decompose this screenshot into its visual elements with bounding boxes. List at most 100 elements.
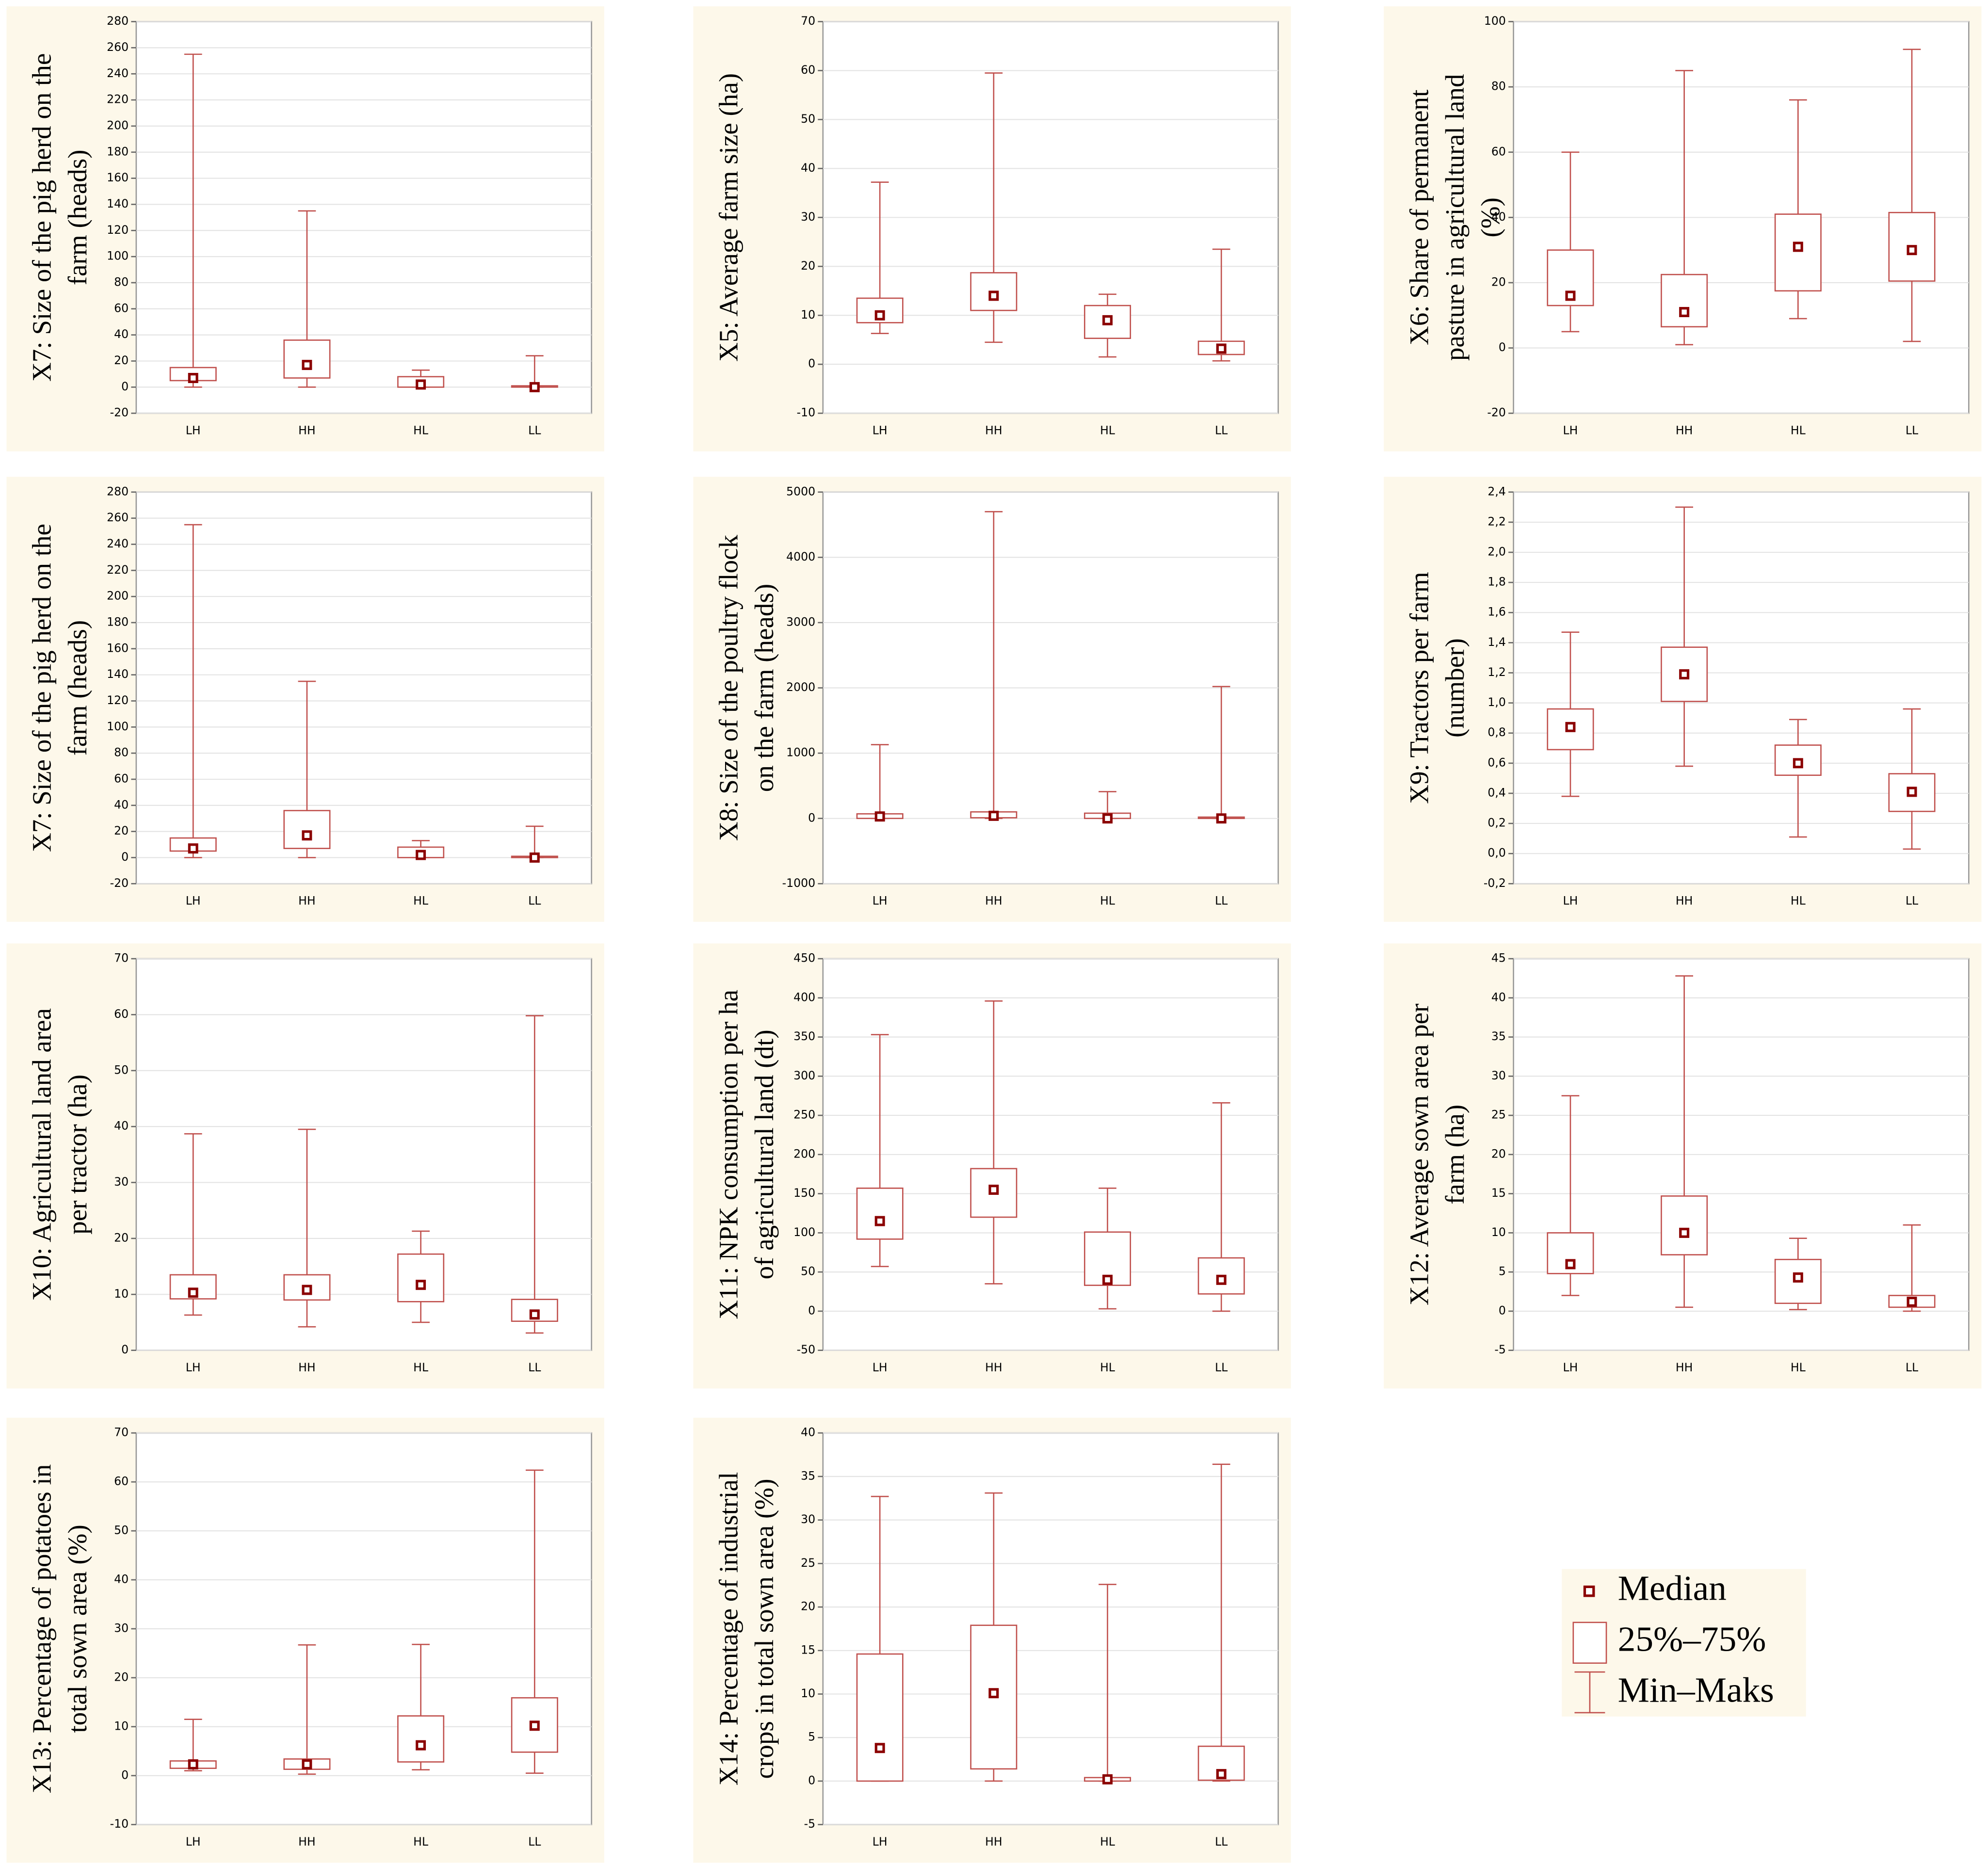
y-tick-label: 10 [801, 1687, 815, 1700]
y-tick-label: 0 [808, 357, 815, 370]
y-tick-label: -0,2 [1484, 876, 1506, 890]
x-tick-label: HH [1676, 894, 1693, 908]
y-tick-label: 15 [1491, 1186, 1506, 1200]
y-tick-label: 25 [1491, 1108, 1506, 1122]
plot-area [135, 491, 592, 884]
y-tick-label: 140 [107, 667, 129, 681]
y-tick-label: 180 [107, 615, 129, 628]
x-tick-label: HL [413, 894, 429, 908]
x-tick-label: LH [873, 1835, 888, 1848]
y-tick-label: 80 [1491, 80, 1506, 93]
median [874, 811, 885, 822]
box [1661, 1195, 1708, 1255]
y-tick-label: 80 [114, 746, 129, 759]
y-tick-label: 30 [114, 1621, 129, 1635]
x-tick-label: HL [1791, 423, 1806, 437]
x-tick-label: HL [1100, 1361, 1115, 1374]
y-tick-label: 15 [801, 1643, 815, 1656]
x-tick-label: LL [1215, 1361, 1228, 1374]
y-tick-label: 100 [793, 1225, 815, 1239]
y-tick-label: 1,6 [1487, 605, 1506, 619]
median [416, 379, 426, 390]
y-tick-label: 220 [107, 93, 129, 106]
median [874, 1216, 885, 1226]
median [1793, 1272, 1803, 1283]
y-tick-label: 20 [114, 1231, 129, 1244]
x-tick-label: LL [528, 1835, 541, 1848]
median [1793, 758, 1803, 769]
y-tick-label: 10 [1491, 1225, 1506, 1239]
box [397, 1715, 445, 1763]
y-tick-label: 80 [114, 275, 129, 289]
y-tick-label: 120 [107, 693, 129, 707]
median [416, 1280, 426, 1290]
y-tick-label: 20 [1491, 1147, 1506, 1160]
y-tick-label: 0 [808, 811, 815, 824]
y-tick-label: -20 [110, 876, 129, 890]
y-tick-label: 250 [793, 1108, 815, 1122]
y-tick-label: 200 [107, 589, 129, 603]
y-axis-label: X7: Size of the pig herd on the [27, 524, 57, 852]
y-tick-label: 50 [114, 1524, 129, 1537]
x-tick-label: HL [1100, 1835, 1115, 1848]
x-tick-label: LL [528, 423, 541, 437]
y-tick-label: 10 [114, 1719, 129, 1733]
y-axis-label: pasture in agricultural land [1440, 74, 1470, 361]
y-tick-label: 60 [114, 1475, 129, 1488]
y-axis-label: X12: Average sown area per [1404, 1004, 1434, 1306]
x-tick-label: HH [985, 894, 1002, 908]
box [283, 810, 331, 849]
y-tick-label: 10 [114, 1287, 129, 1301]
median [1102, 315, 1113, 325]
y-axis-label: total sown area (%) [63, 1525, 92, 1733]
median [1679, 1227, 1690, 1238]
y-tick-label: 5 [808, 1730, 815, 1744]
y-tick-label: 280 [107, 14, 129, 28]
y-tick-label: 450 [793, 951, 815, 965]
x-tick-label: HL [413, 423, 429, 437]
y-tick-label: -10 [797, 406, 816, 419]
y-tick-label: 0 [1499, 340, 1506, 354]
median [988, 810, 999, 821]
median [1216, 1274, 1227, 1285]
y-tick-label: 0,4 [1487, 786, 1506, 799]
y-tick-label: 0 [1499, 1303, 1506, 1317]
x-tick-label: HL [413, 1361, 429, 1374]
y-axis-label: farm (heads) [63, 620, 92, 756]
median [302, 1285, 312, 1295]
y-tick-label: 50 [114, 1063, 129, 1077]
median [302, 360, 312, 370]
x-tick-label: LH [186, 894, 201, 908]
y-tick-label: 30 [1491, 1069, 1506, 1082]
y-tick-label: 1000 [786, 746, 815, 759]
median [302, 1759, 312, 1770]
y-tick-label: 1,8 [1487, 575, 1506, 589]
y-tick-label: 260 [107, 511, 129, 524]
x-tick-label: LH [186, 1835, 201, 1848]
box [1774, 1258, 1822, 1304]
x-tick-label: LH [1563, 1361, 1578, 1374]
median [988, 1185, 999, 1195]
y-tick-label: 40 [114, 1119, 129, 1133]
y-tick-label: 0 [121, 1768, 129, 1782]
y-axis-label: X11: NPK consumption per ha [714, 990, 743, 1319]
median [988, 290, 999, 301]
median [1793, 241, 1803, 252]
median [874, 1743, 885, 1753]
y-tick-label: 5 [1499, 1265, 1506, 1278]
y-tick-label: 20 [801, 1600, 815, 1613]
x-tick-label: LL [1215, 1835, 1228, 1848]
median [188, 843, 198, 854]
median [1907, 787, 1917, 797]
plot-area [135, 21, 592, 414]
x-tick-label: HH [298, 1361, 315, 1374]
median [1102, 1774, 1113, 1784]
y-tick-label: 40 [114, 1572, 129, 1586]
box [1774, 213, 1822, 292]
y-tick-label: 0,6 [1487, 755, 1506, 769]
x-tick-label: HL [1100, 894, 1115, 908]
y-tick-label: 1,2 [1487, 665, 1506, 679]
y-tick-label: 20 [114, 354, 129, 367]
median [1216, 1769, 1227, 1780]
